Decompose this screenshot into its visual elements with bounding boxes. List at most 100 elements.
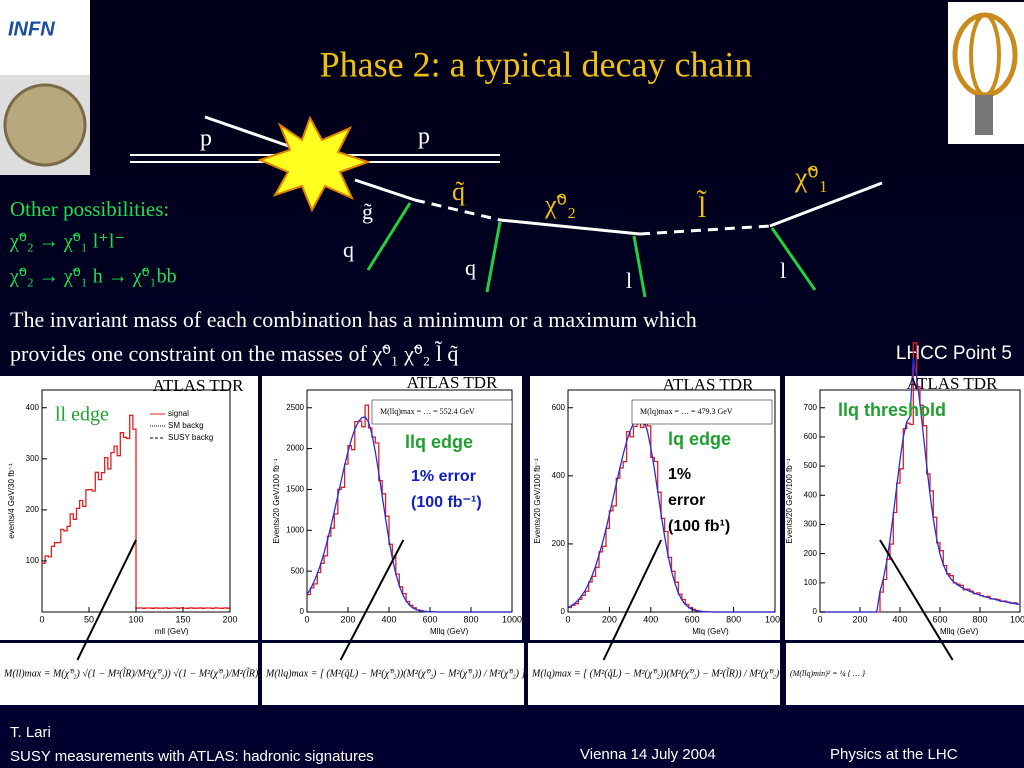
medal [3,83,87,167]
plot-note: (100 fb⁻¹) [411,494,482,511]
plot-note: 1% [668,466,691,483]
neutralino-line [499,218,641,236]
x-tick-label: 0 [817,614,822,624]
atlas-stand [975,95,993,135]
plot-note: 1% error [411,468,476,485]
y-axis-label: Events/20 GeV/100 fb⁻¹ [533,458,542,543]
fit-curve [567,415,775,613]
plot-frame [567,389,776,613]
point-label: LHCC Point 5 [896,343,1012,364]
y-tick-label: 500 [804,461,818,470]
x-tick-label: 0 [39,614,44,624]
x-tick-label: 0 [304,614,309,624]
formula: M(lq)max = [ (M²(q̃L) − M²(χ̃⁰₂))(M²(χ̃⁰… [531,666,803,679]
squark-line [414,198,501,222]
x-tick-label: 200 [852,614,867,624]
legend-label: SM backg [168,421,204,430]
label: q̃ [452,177,465,206]
pointer-arrow [879,539,954,661]
y-tick-label: 500 [291,566,305,575]
plot-frame [306,389,513,613]
footer-author: T. Lari [10,724,51,741]
pointer-arrow [76,539,137,661]
source-label: ATLAS TDR [153,376,244,395]
footer-date: Vienna 14 July 2004 [580,746,716,763]
label: l̃ [697,190,707,224]
x-tick-label: 100 [128,614,143,624]
y-tick-label: 300 [804,520,818,529]
y-tick-label: 2000 [286,444,304,453]
fit-curve [306,416,512,613]
pointer-arrow [339,539,405,661]
x-tick-label: 200 [340,614,355,624]
pointer-arrow [602,539,663,661]
formula-box [786,643,1024,705]
y-tick-label: 0 [561,607,566,616]
y-tick-label: 100 [804,578,818,587]
x-axis-label: mll (GeV) [155,627,189,636]
slepton-line [639,224,771,236]
legend-label: signal [168,409,189,418]
logo-mark: INFN [8,18,55,40]
paragraph-line: provides one constraint on the masses of… [10,341,458,366]
y-tick-label: 400 [552,471,566,480]
source-label: ATLAS TDR [907,374,998,393]
x-tick-label: 400 [643,614,658,624]
collision-star [257,115,372,213]
other-line: χ̃⁰₂ → χ̃⁰₁ l⁺l⁻ [9,231,125,253]
plot-note: llq edge [405,432,473,452]
y-tick-label: 200 [26,505,40,514]
quark-line [485,221,502,293]
x-tick-label: 600 [932,614,947,624]
inset-formula: M(llq)max = … = 552.4 GeV [380,407,475,416]
lsp-line [769,181,883,228]
quark-line [366,202,412,271]
x-tick-label: 600 [685,614,700,624]
plot-panel [0,376,258,640]
decay-diagram: p p q̃ χ̃⁰₂ l̃ χ̃⁰₁ g̃ q q l l [130,115,883,298]
label: g̃ [362,199,373,224]
formula: M(llq)max = [ (M²(q̃L) − M²(χ̃⁰₂))(M²(χ̃… [265,668,542,679]
x-axis-label: Mllq (GeV) [430,627,469,636]
plot-note: (100 fb¹) [668,518,730,535]
label: p [200,126,212,152]
y-axis-label: Events/20 GeV/100 fb⁻¹ [785,458,794,543]
y-tick-label: 400 [804,490,818,499]
lepton-line [632,235,647,298]
y-tick-label: 100 [26,556,40,565]
label: χ̃⁰₁ [794,162,828,193]
y-tick-label: 1500 [286,485,304,494]
source-label: ATLAS TDR [663,375,754,394]
x-tick-label: 50 [84,614,94,624]
x-tick-label: 800 [463,614,478,624]
histogram [42,414,231,609]
y-tick-label: 200 [804,549,818,558]
panels: ATLAS TDR ll edge signal SM backg SUSY backg… [0,342,1024,705]
x-tick-label: 400 [381,614,396,624]
plot-note: ll edge [55,404,109,426]
x-axis-label: Mlq (GeV) [692,627,729,636]
y-axis-label: events/4 GeV/30 fb⁻¹ [7,463,16,539]
legend-label: SUSY backg [168,433,213,442]
plot-note: lq edge [668,429,731,449]
x-tick-label: 200 [602,614,617,624]
y-tick-label: 0 [300,607,305,616]
footer-conference: Physics at the LHC [830,746,958,763]
paragraph-line: The invariant mass of each combination h… [10,307,697,332]
fit-curve [820,357,1021,613]
inset-box [371,399,513,425]
x-axis-label: Mllq (GeV) [940,627,979,636]
label: q [465,255,476,280]
x-tick-label: 1000 [765,614,785,624]
beam [204,115,301,152]
formula-box [528,643,780,705]
y-tick-label: 0 [813,607,818,616]
x-tick-label: 150 [175,614,190,624]
label: χ̃⁰₂ [544,190,576,219]
y-tick-label: 600 [804,432,818,441]
formula: (M(llq)min)² = ¼ { … } [790,669,866,678]
formula-box [0,643,258,705]
y-tick-label: 2500 [286,403,304,412]
inset-formula: M(lq)max = … = 479.3 GeV [640,407,733,416]
